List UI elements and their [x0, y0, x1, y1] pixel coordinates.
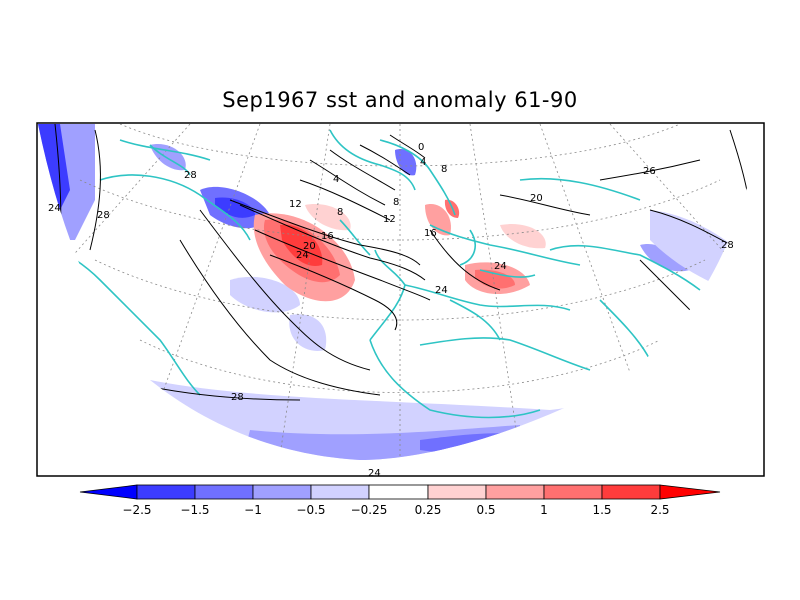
colorbar-arrow-left — [79, 484, 138, 500]
contour-label: 8 — [441, 164, 447, 175]
colorbar-label: 0.25 — [415, 503, 442, 517]
colorbar-segment — [601, 484, 661, 500]
contour-label: 28 — [721, 240, 734, 251]
contour-label: 16 — [321, 231, 334, 242]
contour-label: 24 — [435, 285, 448, 296]
sst-contours — [54, 124, 751, 460]
colorbar-label: 1.5 — [592, 503, 611, 517]
colorbar-label: −2.5 — [122, 503, 151, 517]
colorbar-label: 1 — [540, 503, 548, 517]
pos-anomaly-russia — [500, 224, 546, 249]
contour-label: 20 — [530, 193, 543, 204]
colorbar-label: −0.5 — [296, 503, 325, 517]
colorbar-label: 2.5 — [650, 503, 669, 517]
colorbar-segment — [310, 484, 370, 500]
contour-label: 28 — [184, 170, 197, 181]
colorbar-segment — [543, 484, 603, 500]
colorbar-label: 0.5 — [476, 503, 495, 517]
neg-anomaly-midatlantic — [230, 276, 300, 313]
pos-anomaly-scandinavia — [425, 204, 451, 236]
colorbar-segment — [252, 484, 312, 500]
colorbar: −2.5 −1.5 −1 −0.5 −0.25 0.25 0.5 1 1.5 2… — [79, 484, 721, 517]
colorbar-segment — [427, 484, 487, 500]
contour-label: 4 — [420, 157, 426, 168]
contour-label: 24 — [494, 261, 507, 272]
colorbar-label: −1.5 — [180, 503, 209, 517]
map-title: Sep1967 sst and anomaly 61-90 — [222, 88, 578, 112]
colorbar-label: −1 — [244, 503, 262, 517]
contour-label: 26 — [643, 166, 656, 177]
contour-label: 4 — [333, 174, 339, 185]
colorbar-segment — [368, 484, 429, 500]
coastlines — [38, 129, 701, 419]
contour-label: 0 — [418, 142, 424, 153]
contour-label: 24 — [296, 250, 309, 261]
colorbar-segment — [485, 484, 545, 500]
contour-label: 24 — [368, 468, 381, 479]
colorbar-segment — [136, 484, 196, 500]
contour-label: 8 — [393, 197, 399, 208]
contour-label: 16 — [424, 228, 437, 239]
pos-anomaly-northatlantic-core — [280, 224, 323, 266]
colorbar-arrow-right — [659, 484, 721, 500]
pos-anomaly-uk — [305, 204, 351, 231]
colorbar-label: −0.25 — [351, 503, 388, 517]
colorbar-segment — [194, 484, 254, 500]
contour-label: 24 — [48, 203, 61, 214]
neg-anomaly-caspian — [640, 244, 690, 272]
contour-labels: 0 4 4 8 8 8 12 12 16 16 20 20 24 24 24 2… — [48, 142, 734, 479]
contour-label: 12 — [289, 199, 302, 210]
graticule — [59, 124, 741, 460]
neg-anomaly-azores — [289, 314, 327, 351]
contour-label: 28 — [231, 392, 244, 403]
contour-label: 28 — [97, 210, 110, 221]
contour-label: 12 — [383, 214, 396, 225]
contour-label: 8 — [337, 207, 343, 218]
contour-label: 20 — [303, 241, 316, 252]
